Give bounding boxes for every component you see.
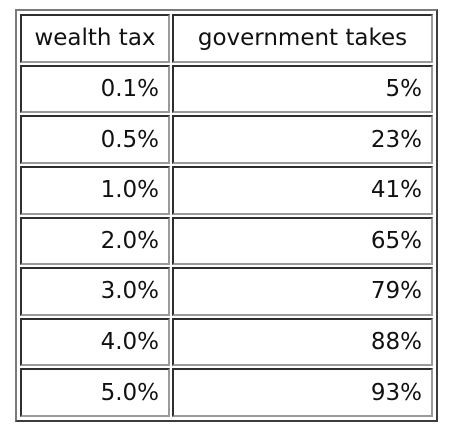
government-takes-cell: 93% [172, 368, 433, 417]
table-row: 0.5% 23% [20, 115, 433, 164]
table-row: 3.0% 79% [20, 267, 433, 316]
wealth-tax-cell: 4.0% [20, 317, 170, 367]
wealth-tax-table-frame: wealth tax government takes 0.1% 5% 0.5%… [15, 9, 438, 422]
table-row: 0.1% 5% [20, 64, 433, 114]
wealth-tax-cell: 0.5% [20, 115, 170, 164]
table-header-row: wealth tax government takes [20, 14, 433, 63]
wealth-tax-cell: 1.0% [20, 165, 170, 215]
column-header-government-takes: government takes [172, 14, 433, 63]
wealth-tax-cell: 3.0% [20, 267, 170, 316]
government-takes-cell: 88% [172, 317, 433, 367]
government-takes-cell: 65% [172, 216, 433, 266]
government-takes-cell: 41% [172, 165, 433, 215]
table-row: 5.0% 93% [20, 368, 433, 417]
wealth-tax-cell: 0.1% [20, 64, 170, 114]
wealth-tax-table: wealth tax government takes 0.1% 5% 0.5%… [18, 12, 435, 419]
table-row: 1.0% 41% [20, 165, 433, 215]
government-takes-cell: 79% [172, 267, 433, 316]
wealth-tax-cell: 2.0% [20, 216, 170, 266]
government-takes-cell: 23% [172, 115, 433, 164]
table-row: 4.0% 88% [20, 317, 433, 367]
government-takes-cell: 5% [172, 64, 433, 114]
column-header-wealth-tax: wealth tax [20, 14, 170, 63]
table-row: 2.0% 65% [20, 216, 433, 266]
wealth-tax-cell: 5.0% [20, 368, 170, 417]
